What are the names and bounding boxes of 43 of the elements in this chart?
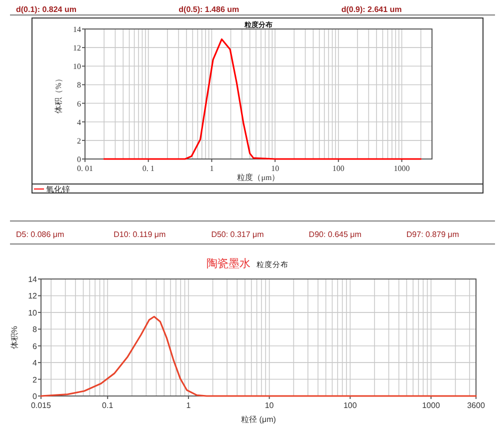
text: d(0.5): 1.486 um xyxy=(178,5,240,14)
x-tick-label: 0. 1 xyxy=(142,164,154,173)
y-tick-label: 2 xyxy=(77,136,81,146)
y-tick-label: 8 xyxy=(32,325,38,334)
y-tick-label: 6 xyxy=(32,342,38,351)
x-tick-label: 0.1 xyxy=(102,401,114,410)
y-axis-title: 体积% xyxy=(10,326,19,350)
y-tick-label: 0 xyxy=(77,155,81,164)
legend-label: 氧化锌 xyxy=(46,185,70,194)
chart-title: 陶瓷墨水 xyxy=(206,257,250,270)
x-tick-label: 0.015 xyxy=(30,401,52,410)
y-tick-label: 10 xyxy=(73,62,81,72)
y-tick-label: 12 xyxy=(28,292,38,301)
y-tick-label: 8 xyxy=(77,80,81,90)
x-axis-title: 粒度（μm） xyxy=(237,173,280,182)
x-tick-label: 10 xyxy=(271,164,280,173)
text: D50: 0.317 μm xyxy=(211,230,264,239)
y-tick-label: 6 xyxy=(77,99,81,108)
y-tick-label: 4 xyxy=(77,118,81,127)
y-tick-label: 4 xyxy=(32,358,38,368)
text: d(0.9): 2.641 um xyxy=(341,5,402,14)
x-tick-label: 10 xyxy=(264,401,274,410)
y-tick-label: 0 xyxy=(32,392,38,401)
x-tick-label: 3600 xyxy=(467,401,486,410)
x-tick-label: 1 xyxy=(210,164,214,173)
x-tick-label: 1 xyxy=(186,401,192,410)
text: D90: 0.645 μm xyxy=(308,230,362,239)
x-tick-label: 1000 xyxy=(422,401,440,410)
x-tick-label: 0. 01 xyxy=(77,164,93,173)
y-axis-title: 体积（%） xyxy=(54,74,63,114)
text: D5: 0.086 μm xyxy=(16,230,65,239)
x-tick-label: 100 xyxy=(332,164,344,173)
y-tick-label: 10 xyxy=(28,308,38,318)
y-tick-label: 14 xyxy=(73,25,81,34)
y-tick-label: 14 xyxy=(28,275,38,284)
x-tick-label: 1000 xyxy=(394,164,410,173)
x-axis-title: 粒径 (μm) xyxy=(241,415,276,424)
text: d(0.1): 0.824 um xyxy=(16,5,76,14)
x-tick-label: 100 xyxy=(343,401,358,410)
text: D10: 0.119 μm xyxy=(114,230,166,239)
y-tick-label: 2 xyxy=(32,375,38,384)
y-tick-label: 12 xyxy=(73,44,81,53)
text: D97: 0.879 μm xyxy=(406,230,460,239)
